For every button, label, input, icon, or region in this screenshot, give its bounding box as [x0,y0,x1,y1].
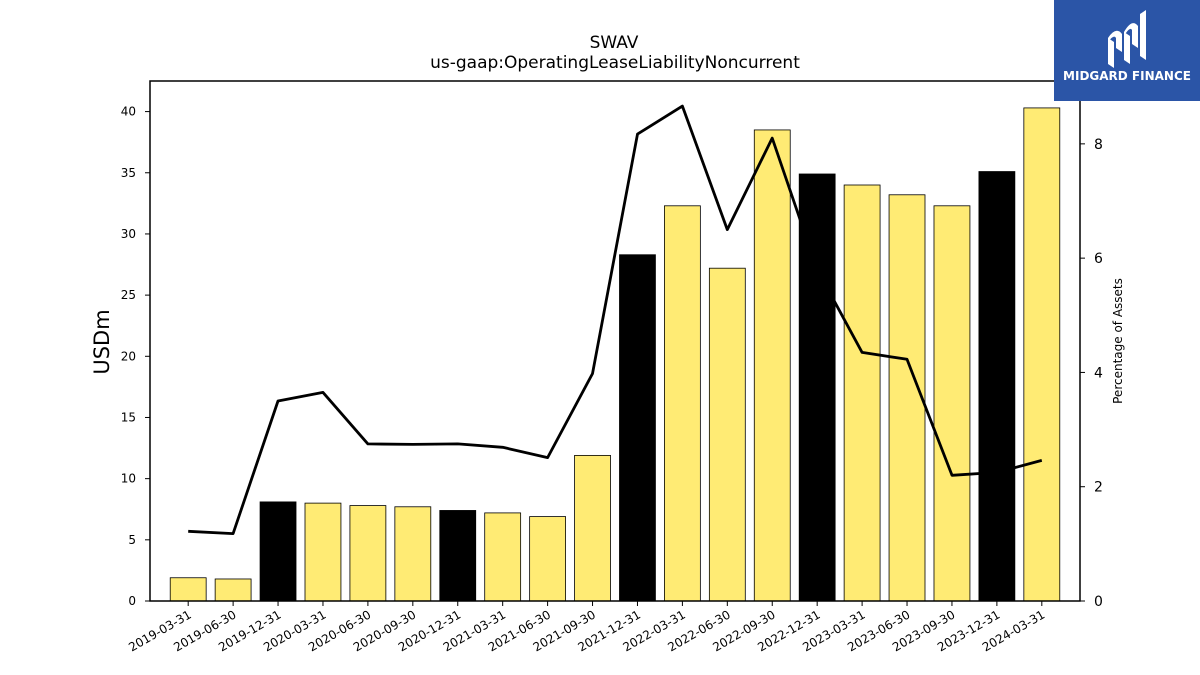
bar-2019-12-31 [259,501,297,602]
logo-text: MIDGARD FINANCE [1063,69,1191,83]
x-axis: 2019-03-312019-06-302019-12-312020-03-31… [126,601,1047,654]
y-tick-label: 5 [128,533,136,547]
chart-subtitle: us-gaap:OperatingLeaseLiabilityNoncurren… [430,53,800,73]
bar-2019-03-31 [169,577,207,602]
y-tick-label: 0 [128,594,136,608]
y-tick-label: 30 [121,227,136,241]
bar-2019-06-30 [214,578,252,602]
bar-2021-03-31 [484,512,522,602]
bar-2023-12-31 [978,171,1016,602]
y2-tick-label: 0 [1094,594,1103,610]
y2-tick-label: 6 [1094,251,1103,267]
y-axis-right: 0 2 4 6 8 [1080,137,1103,610]
y-tick-label: 15 [121,410,136,424]
bar-2022-09-30 [753,129,791,602]
bar-2022-12-31 [798,173,836,602]
bar-2020-09-30 [394,506,432,602]
bar-2023-06-30 [888,194,926,602]
bar-2020-12-31 [439,510,477,602]
percentage-line [188,104,1043,535]
y-tick-label: 10 [121,472,136,486]
bar-2022-03-31 [664,205,701,602]
y-axis-left: 0 5 10 15 20 25 30 35 40 [121,105,150,608]
plot-frame [149,80,1081,602]
line-layer [188,104,1043,535]
y-axis-label: USDm [90,309,114,374]
bars-group [169,107,1061,602]
y-tick-label: 20 [121,349,136,363]
bar-2020-03-31 [304,502,342,602]
y-tick-label: 40 [121,105,136,119]
midgard-mark-icon [1108,10,1146,68]
y2-tick-label: 8 [1094,137,1103,153]
y-tick-label: 35 [121,166,136,180]
chart-title: SWAV [590,33,639,53]
y-tick-label: 25 [121,288,136,302]
midgard-finance-logo: MIDGARD FINANCE [1054,0,1200,101]
bar-2023-09-30 [933,205,971,602]
y2-axis-label: Percentage of Assets [1111,278,1125,404]
y2-tick-label: 4 [1094,365,1103,381]
bar-2021-12-31 [619,254,656,602]
y2-tick-label: 2 [1094,480,1103,496]
bar-2023-03-31 [843,184,881,602]
bar-2022-06-30 [708,267,746,602]
bar-2021-09-30 [574,454,611,602]
bar-2021-06-30 [529,516,566,602]
bar-2024-03-31 [1023,107,1061,602]
bar-2020-06-30 [349,505,387,602]
